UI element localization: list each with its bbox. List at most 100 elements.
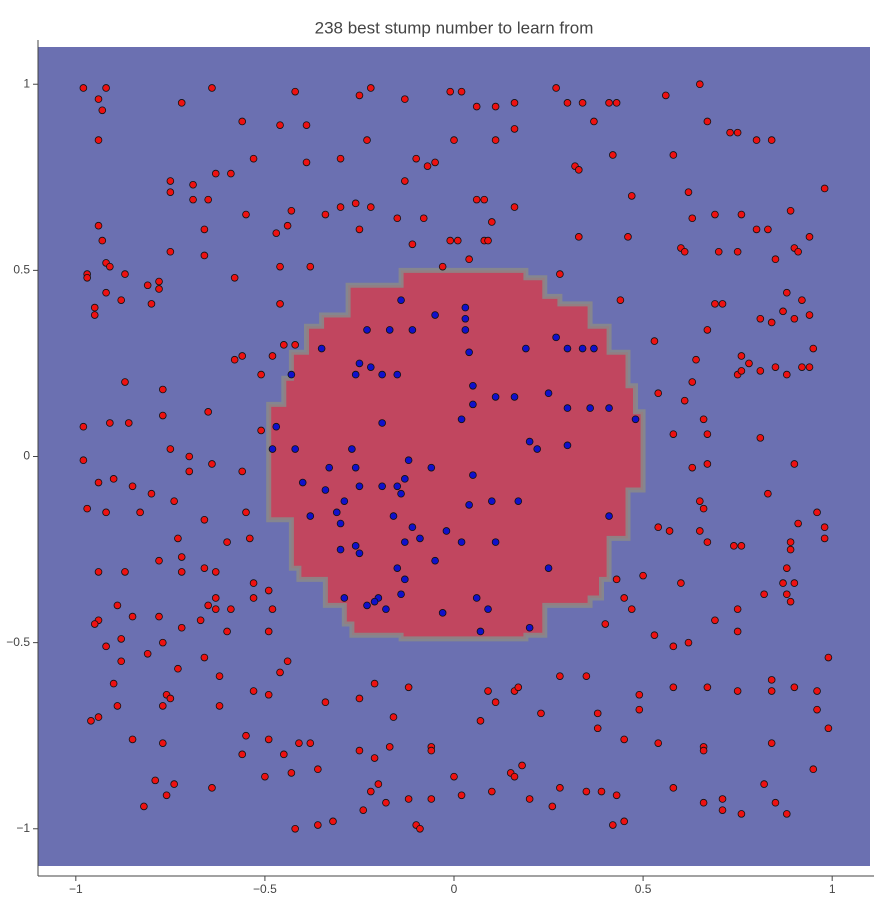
data-point [786,545,795,554]
data-point [287,370,296,379]
data-point [227,605,235,613]
data-point [143,650,152,658]
data-point [453,236,462,245]
data-point [764,225,772,234]
data-point [476,717,485,725]
data-point [552,84,560,92]
data-point [185,452,194,461]
data-point [128,482,137,491]
data-point [654,523,663,532]
data-point [366,363,375,371]
data-point [155,285,163,293]
data-point [355,482,364,491]
data-point [654,389,663,398]
data-point [374,780,383,788]
data-point [109,475,118,483]
data-point [491,393,500,401]
data-point [491,102,500,111]
data-point [121,568,129,576]
data-point [83,274,91,282]
data-point [102,84,110,92]
data-point [162,791,171,800]
data-point [147,300,156,308]
data-point [393,482,402,491]
data-point [128,735,137,744]
data-point [401,575,409,584]
data-point [389,512,398,520]
data-point [737,810,746,818]
data-point [113,601,122,610]
data-point [446,87,455,96]
data-point [276,121,284,129]
data-point [510,125,519,133]
data-point [730,542,738,550]
data-point [378,419,386,427]
data-point [94,95,103,103]
data-point [620,817,628,826]
data-point [249,594,258,602]
data-point [574,166,583,174]
data-point [419,214,428,223]
data-point [488,787,496,796]
data-point [612,575,621,584]
data-point [714,247,723,256]
data-point [786,597,795,606]
data-point [155,277,163,286]
data-point [177,623,186,632]
data-point [737,367,746,375]
data-point [782,564,791,572]
data-point [465,501,473,509]
data-point [359,806,368,814]
data-point [665,527,674,535]
data-point [215,702,224,710]
data-point [635,705,644,714]
data-point [155,612,163,621]
data-point [159,702,167,710]
data-point [177,568,186,576]
data-point [771,363,780,371]
data-point [820,523,829,532]
data-point [556,784,564,792]
data-point [525,795,534,803]
data-point [699,504,708,513]
data-point [469,471,477,479]
data-point [771,798,780,807]
data-point [510,203,519,211]
data-point [314,821,322,829]
data-point [90,620,99,628]
data-point [563,404,572,412]
data-point [510,393,519,401]
data-point [355,694,364,703]
data-point [348,445,356,453]
data-point [177,553,186,561]
data-point [703,460,712,468]
data-point [264,627,273,636]
data-point [537,709,545,718]
data-point [291,824,299,833]
data-point [472,195,481,204]
data-point [185,467,194,476]
x-tick-label: 1 [829,882,836,896]
data-point [404,683,413,692]
data-point [200,225,209,234]
data-point [813,705,821,714]
data-point [94,221,103,230]
data-point [457,791,466,800]
data-point [491,698,500,706]
data-point [102,642,110,651]
data-point [786,207,795,215]
data-point [582,672,591,680]
data-point [329,817,337,826]
data-point [397,489,405,498]
data-point [457,87,466,96]
data-point [401,95,409,103]
data-point [298,478,307,487]
data-point [438,609,447,617]
data-point [200,515,209,524]
data-point [461,314,470,323]
data-point [136,508,144,517]
data-point [696,80,704,89]
data-point [609,151,617,159]
data-point [174,534,182,543]
data-point [109,679,118,688]
